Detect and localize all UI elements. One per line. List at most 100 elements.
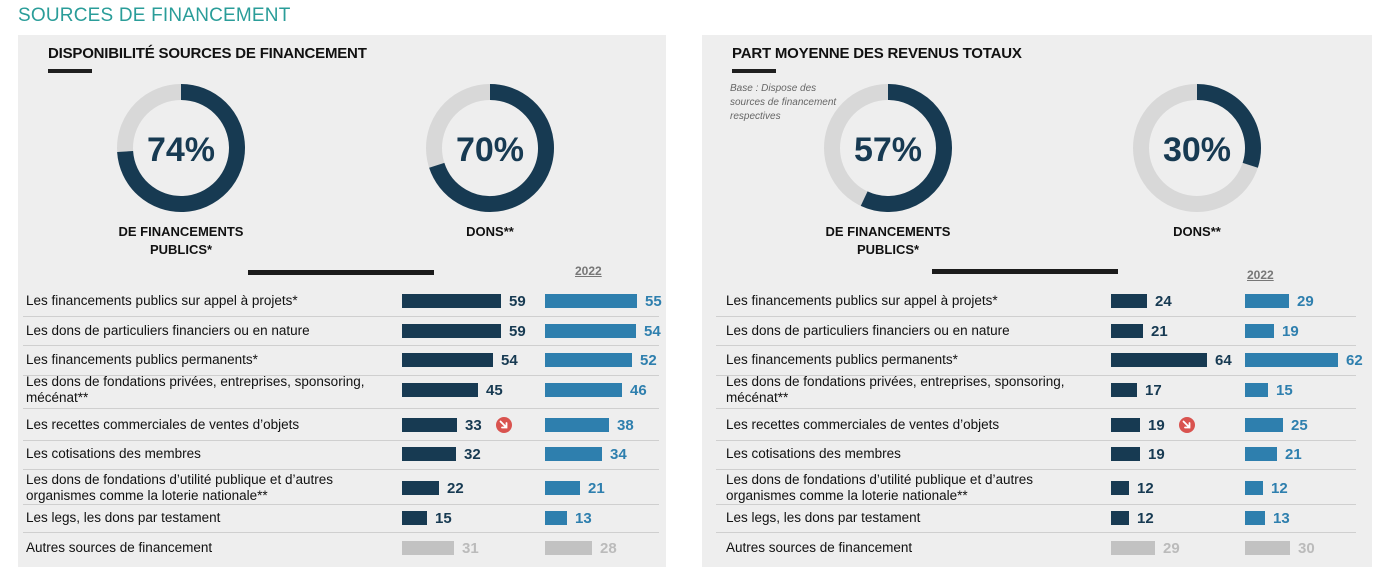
donut-caption-line: DONS** [466, 224, 514, 239]
bar-value-2022: 21 [588, 480, 605, 497]
bar-value-2022: 29 [1297, 293, 1314, 310]
row-divider [716, 375, 1356, 376]
panel-revenue-share: PART MOYENNE DES REVENUS TOTAUX Base : D… [702, 35, 1372, 567]
row-divider [716, 408, 1356, 409]
bar-value-current: 24 [1155, 293, 1172, 310]
bar-value-2022: 62 [1346, 352, 1363, 369]
donut-caption-line: DONS** [1173, 224, 1221, 239]
bar-current [1111, 447, 1140, 461]
bar-value-2022: 55 [645, 293, 662, 310]
bar-current [402, 353, 493, 367]
trend-down-icon [496, 417, 512, 433]
row-divider [23, 316, 659, 317]
bar-value-2022: 38 [617, 417, 634, 434]
bar-value-current: 33 [465, 417, 482, 434]
row-label: Les dons de particuliers financiers ou e… [26, 323, 310, 338]
donut-caption: DE FINANCEMENTS PUBLICS* [91, 223, 271, 259]
bar-value-2022: 13 [575, 510, 592, 527]
bar-2022 [545, 418, 609, 432]
donut-chart: 74% [117, 84, 245, 212]
donut-caption-line: PUBLICS* [856, 242, 920, 257]
row-divider [23, 532, 659, 533]
bar-2022 [1245, 511, 1265, 525]
bar-value-current: 12 [1137, 480, 1154, 497]
bar-2022 [1245, 324, 1274, 338]
bar-value-current: 32 [464, 446, 481, 463]
bar-value-2022: 13 [1273, 510, 1290, 527]
row-label: Autres sources de financement [726, 540, 913, 555]
bar-current [402, 447, 456, 461]
bar-value-2022: 21 [1285, 446, 1302, 463]
donut-caption-line: DE FINANCEMENTS [118, 224, 244, 239]
donut-caption-line: DE FINANCEMENTS [825, 224, 951, 239]
bar-value-2022: 12 [1271, 480, 1288, 497]
section-divider [932, 269, 1118, 274]
row-divider [23, 375, 659, 376]
donut-caption: DONS** [1107, 223, 1287, 241]
bar-current [402, 324, 501, 338]
donut-caption-line: PUBLICS* [149, 242, 213, 257]
bar-value-current: 15 [435, 510, 452, 527]
bar-value-current: 22 [447, 480, 464, 497]
bar-value-current: 64 [1215, 352, 1232, 369]
row-divider [716, 469, 1356, 470]
donut-arc [860, 84, 952, 212]
row-label: Les dons de fondations d’utilité publiqu… [726, 472, 1033, 503]
row-label: Les financements publics permanents* [26, 352, 258, 367]
bar-value-2022: 52 [640, 352, 657, 369]
section-divider [248, 270, 434, 275]
bar-current [402, 481, 439, 495]
bar-value-current: 17 [1145, 382, 1162, 399]
title-underline [732, 69, 776, 73]
bar-value-current: 19 [1148, 446, 1165, 463]
year-label-2022: 2022 [575, 264, 602, 278]
donut-arc [117, 84, 245, 212]
bar-value-2022: 34 [610, 446, 627, 463]
row-divider [23, 469, 659, 470]
donut-caption: DE FINANCEMENTS PUBLICS* [798, 223, 978, 259]
bar-current [402, 418, 457, 432]
bar-current [1111, 418, 1140, 432]
bar-value-current: 59 [509, 323, 526, 340]
donut-arc [1196, 84, 1261, 168]
row-label: Les dons de fondations d’utilité publiqu… [26, 472, 333, 503]
row-label: Les financements publics sur appel à pro… [26, 293, 298, 308]
bar-2022 [545, 353, 632, 367]
bar-2022 [1245, 353, 1338, 367]
row-divider [716, 440, 1356, 441]
bar-current [1111, 294, 1147, 308]
bar-value-2022: 30 [1298, 540, 1315, 557]
bar-2022 [1245, 418, 1283, 432]
bar-value-current: 19 [1148, 417, 1165, 434]
donut-percent-label: 70% [456, 131, 524, 169]
row-label: Les legs, les dons par testament [26, 510, 221, 525]
row-divider [716, 345, 1356, 346]
bar-2022 [1245, 294, 1289, 308]
row-label: Les recettes commerciales de ventes d’ob… [26, 417, 300, 432]
bar-value-2022: 28 [600, 540, 617, 557]
row-label: Les dons de fondations privées, entrepri… [726, 374, 1065, 405]
row-label: Les dons de particuliers financiers ou e… [726, 323, 1010, 338]
bar-current [402, 541, 454, 555]
bar-value-current: 54 [501, 352, 518, 369]
base-note: Base : Dispose des sources de financemen… [730, 83, 837, 122]
bar-value-current: 45 [486, 382, 503, 399]
row-divider [23, 504, 659, 505]
bar-current [402, 383, 478, 397]
bar-current [1111, 511, 1129, 525]
bar-value-current: 29 [1163, 540, 1180, 557]
panel-title: DISPONIBILITÉ SOURCES DE FINANCEMENT [48, 45, 367, 62]
row-divider [23, 345, 659, 346]
bar-current [1111, 481, 1129, 495]
row-divider [716, 532, 1356, 533]
bar-2022 [545, 541, 592, 555]
donut-caption: DONS** [400, 223, 580, 241]
bar-value-2022: 15 [1276, 382, 1293, 399]
row-label: Les dons de fondations privées, entrepri… [26, 374, 365, 405]
row-label: Les cotisations des membres [726, 446, 901, 461]
bar-current [1111, 541, 1155, 555]
row-divider [716, 504, 1356, 505]
bar-current [1111, 324, 1143, 338]
donut-percent-label: 57% [854, 131, 922, 169]
bar-current [402, 294, 501, 308]
